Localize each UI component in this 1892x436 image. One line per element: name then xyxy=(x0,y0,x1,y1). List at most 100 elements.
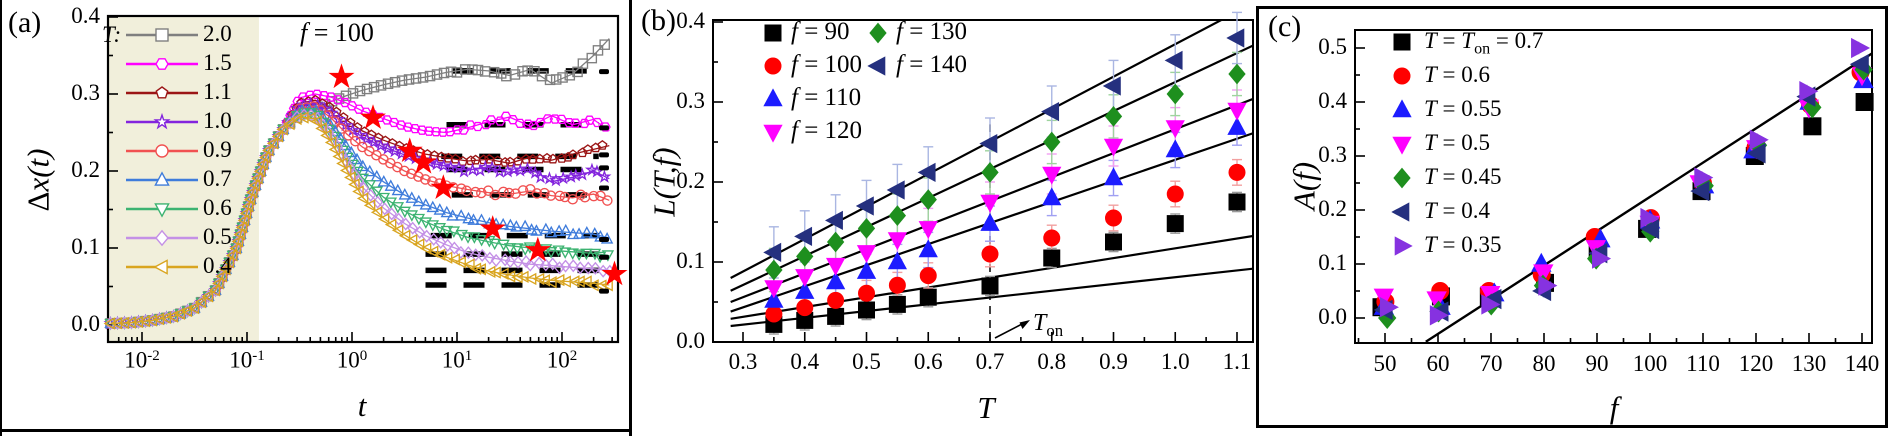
a-data-marker xyxy=(382,78,394,90)
b-data-marker xyxy=(980,194,1000,213)
a-data-marker xyxy=(344,171,356,184)
a-data-marker xyxy=(469,262,482,275)
c-data-marker xyxy=(1640,207,1660,229)
a-data-marker xyxy=(436,158,451,172)
a-series-line xyxy=(110,116,610,325)
c-legend-label-part: = 0.45 xyxy=(1436,164,1502,189)
a-annotation-rest: = 100 xyxy=(307,18,374,47)
a-data-marker xyxy=(359,131,374,146)
b-x-tick-label: 1.0 xyxy=(1160,349,1190,374)
b-data-marker xyxy=(764,280,784,299)
c-y-tick-label: 0.2 xyxy=(1318,196,1347,221)
a-data-marker xyxy=(262,145,276,158)
b-data-marker xyxy=(764,289,784,308)
a-legend-label: 0.6 xyxy=(203,195,232,220)
a-data-marker xyxy=(248,179,261,192)
a-data-marker xyxy=(531,188,543,199)
b-x-axis-label: T xyxy=(977,392,994,423)
c-data-marker xyxy=(1690,180,1710,202)
a-data-marker xyxy=(412,213,426,226)
a-data-marker xyxy=(276,123,288,136)
a-data-marker xyxy=(577,147,588,158)
a-data-marker xyxy=(462,246,474,260)
a-data-marker xyxy=(559,247,572,259)
b-x-tick-label: 0.3 xyxy=(728,349,758,374)
panel-c-frame xyxy=(1256,6,1888,428)
a-x-tick-part: 1 xyxy=(464,348,473,364)
a-data-marker xyxy=(402,122,414,132)
figure-left-border xyxy=(0,0,2,436)
a-data-marker xyxy=(484,153,495,164)
a-data-marker xyxy=(426,245,439,258)
c-data-marker xyxy=(1855,93,1874,111)
c-data-marker xyxy=(1849,54,1869,75)
a-data-marker xyxy=(195,295,208,307)
c-legend-marker xyxy=(1392,136,1412,155)
a-legend-label: 1.0 xyxy=(203,108,232,133)
a-data-marker xyxy=(595,279,607,292)
c-data-marker xyxy=(1694,167,1714,188)
a-data-marker xyxy=(580,248,593,261)
b-legend-marker xyxy=(764,24,782,42)
c-legend-marker xyxy=(1392,99,1412,118)
a-data-marker xyxy=(387,143,402,158)
c-y-tick-label: 0.1 xyxy=(1318,250,1347,275)
b-data-marker xyxy=(1043,229,1061,247)
c-data-marker xyxy=(1640,218,1660,240)
a-data-marker xyxy=(473,163,488,177)
a-data-marker xyxy=(514,118,526,129)
a-data-marker xyxy=(412,194,425,207)
a-edge-plateau-dot xyxy=(599,185,609,191)
c-legend-label-part: T xyxy=(1424,232,1437,257)
a-data-marker xyxy=(476,248,488,262)
a-data-marker xyxy=(563,118,575,128)
b-legend-label: f = 100 xyxy=(791,52,862,77)
c-xlabel-var: f xyxy=(1609,390,1619,425)
a-data-marker xyxy=(345,117,356,128)
c-data-marker xyxy=(1373,288,1395,308)
b-data-marker xyxy=(919,267,937,285)
a-data-marker xyxy=(433,203,446,215)
a-data-marker xyxy=(512,255,524,269)
a-data-marker xyxy=(483,235,496,248)
a-data-marker xyxy=(568,167,583,182)
a-data-marker xyxy=(393,212,405,226)
b-legend-label-part: f xyxy=(896,18,903,45)
a-data-marker xyxy=(544,74,556,86)
a-legend-label: 1.5 xyxy=(203,50,232,75)
a-data-marker xyxy=(405,191,418,203)
a-data-marker xyxy=(343,130,354,141)
c-axis-box xyxy=(1354,29,1873,344)
a-edge-plateau-dot xyxy=(599,237,609,243)
a-data-marker xyxy=(277,124,290,137)
a-data-marker xyxy=(463,258,475,271)
b-data-marker xyxy=(1105,209,1122,227)
a-data-marker xyxy=(384,218,397,231)
c-legend-label-part: T xyxy=(1424,164,1437,189)
a-data-marker xyxy=(421,229,433,243)
b-data-marker xyxy=(827,307,845,325)
a-data-marker xyxy=(451,125,463,135)
a-onset-star xyxy=(328,63,355,89)
a-data-marker xyxy=(223,257,236,270)
c-legend-label-part: on xyxy=(1474,40,1491,58)
a-data-marker xyxy=(588,248,602,261)
b-legend-label-part: f xyxy=(791,51,798,78)
a-data-marker xyxy=(416,125,428,135)
a-data-marker xyxy=(251,172,263,185)
a-data-marker xyxy=(542,114,554,124)
b-data-marker xyxy=(1165,120,1185,139)
a-data-marker xyxy=(352,122,363,132)
a-data-marker xyxy=(336,157,348,170)
a-legend-label: 1.1 xyxy=(203,79,232,104)
a-data-marker xyxy=(539,187,550,199)
b-fit-line xyxy=(730,234,1253,320)
b-data-marker xyxy=(857,218,876,239)
a-data-marker xyxy=(412,238,425,251)
b-data-marker xyxy=(887,251,908,270)
b-legend-label: f = 130 xyxy=(896,19,967,44)
a-data-marker xyxy=(511,271,523,284)
a-data-marker xyxy=(542,171,557,185)
b-legend-marker xyxy=(764,57,782,75)
a-data-marker xyxy=(472,64,484,76)
